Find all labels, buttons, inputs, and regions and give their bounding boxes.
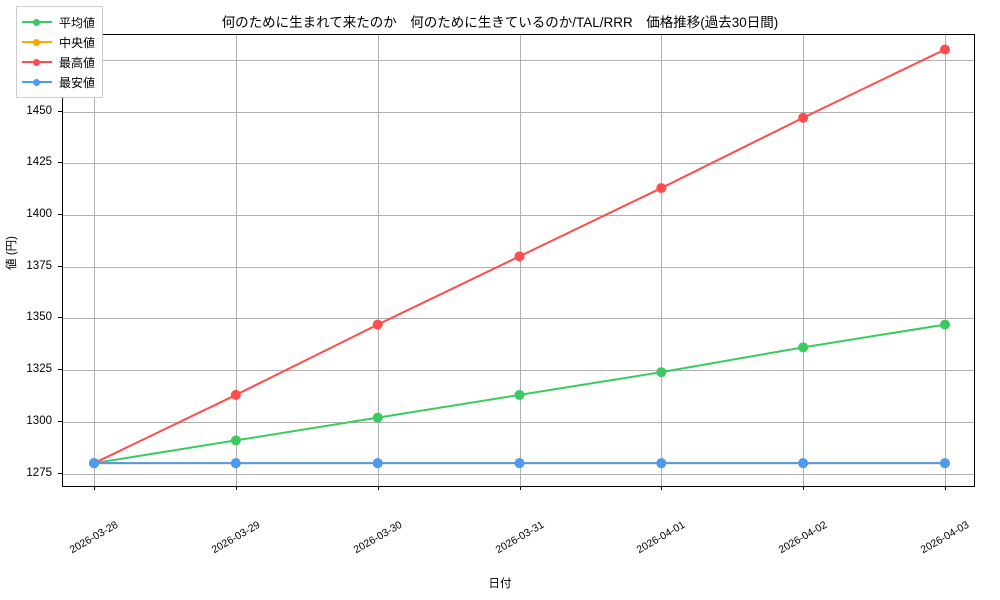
gridline-y-1300 bbox=[63, 421, 974, 423]
y-tick-mark bbox=[58, 162, 62, 164]
y-tick-label: 1275 bbox=[26, 466, 52, 479]
y-tick-label: 1375 bbox=[26, 259, 52, 272]
data-point bbox=[372, 412, 383, 423]
x-axis-label: 日付 bbox=[488, 578, 512, 590]
x-tick-label: 2026-03-31 bbox=[493, 518, 546, 557]
gridline-x-2026-04-01 bbox=[661, 35, 663, 486]
chart-title: 何のために生まれて来たのか 何のために生きているのか/TAL/RRR 価格推移(… bbox=[221, 15, 779, 30]
y-axis-label: 値 (円) bbox=[5, 236, 18, 270]
y-tick-mark bbox=[58, 317, 62, 319]
data-point bbox=[656, 458, 667, 469]
gridline-y-1450 bbox=[63, 111, 974, 113]
y-tick-label: 1350 bbox=[26, 311, 52, 324]
y-tick-mark bbox=[58, 213, 62, 215]
legend-dot-icon bbox=[33, 38, 40, 46]
legend-swatch-icon bbox=[22, 16, 52, 28]
data-point bbox=[230, 435, 241, 446]
data-point bbox=[939, 319, 950, 330]
legend-label: 最安値 bbox=[59, 75, 96, 90]
y-tick-mark bbox=[58, 110, 62, 112]
legend-item-平均値[interactable]: 平均値 bbox=[22, 12, 95, 32]
series-平均値 bbox=[89, 319, 950, 469]
series-最安値 bbox=[89, 458, 950, 469]
plot-area bbox=[62, 34, 975, 490]
x-tick-mark bbox=[94, 486, 96, 490]
gridline-x-2026-03-30 bbox=[377, 35, 379, 486]
x-tick-label: 2026-03-30 bbox=[351, 518, 404, 557]
gridline-y-1475 bbox=[63, 59, 974, 61]
x-tick-mark bbox=[519, 486, 521, 490]
y-tick-label: 1300 bbox=[26, 414, 52, 427]
legend-label: 中央値 bbox=[59, 35, 96, 50]
data-point bbox=[798, 458, 809, 469]
data-point bbox=[514, 389, 525, 400]
data-point bbox=[656, 183, 667, 194]
y-tick-mark bbox=[58, 265, 62, 267]
data-point bbox=[372, 458, 383, 469]
chart-legend: 平均値中央値最高値最安値 bbox=[16, 6, 104, 98]
x-tick-label: 2026-03-29 bbox=[209, 518, 263, 557]
gridline-x-2026-03-28 bbox=[94, 35, 96, 486]
series-最高値 bbox=[89, 44, 950, 469]
data-point bbox=[514, 458, 525, 469]
x-tick-mark bbox=[235, 486, 237, 490]
y-tick-mark bbox=[58, 369, 62, 371]
legend-swatch-icon bbox=[22, 76, 52, 88]
y-tick-label: 1325 bbox=[26, 363, 52, 376]
legend-item-最安値[interactable]: 最安値 bbox=[22, 72, 95, 92]
data-point bbox=[939, 458, 950, 469]
legend-swatch-icon bbox=[22, 56, 52, 68]
legend-item-最高値[interactable]: 最高値 bbox=[22, 52, 95, 72]
data-point bbox=[230, 458, 241, 469]
legend-swatch-icon bbox=[22, 36, 52, 48]
data-point bbox=[939, 44, 950, 55]
series-lines bbox=[89, 44, 950, 469]
data-point bbox=[514, 251, 525, 262]
y-tick-label: 1400 bbox=[26, 207, 52, 220]
legend-label: 最高値 bbox=[59, 55, 96, 70]
legend-label: 平均値 bbox=[59, 15, 96, 30]
x-tick-mark bbox=[377, 486, 379, 490]
gridline-y-1275 bbox=[63, 473, 974, 475]
legend-dot-icon bbox=[33, 18, 40, 26]
gridline-y-1350 bbox=[63, 318, 974, 320]
gridline-y-1325 bbox=[63, 370, 974, 372]
gridline-y-1375 bbox=[63, 266, 974, 268]
data-point bbox=[798, 342, 809, 353]
x-tick-mark bbox=[661, 486, 663, 490]
gridline-x-2026-04-03 bbox=[944, 35, 946, 486]
gridline-x-2026-03-29 bbox=[235, 35, 237, 486]
x-tick-label: 2026-04-01 bbox=[634, 518, 688, 557]
gridline-x-2026-04-02 bbox=[803, 35, 805, 486]
gridline-y-1425 bbox=[63, 163, 974, 165]
x-tick-label: 2026-04-02 bbox=[776, 518, 830, 557]
data-point bbox=[372, 319, 383, 330]
data-point bbox=[89, 458, 100, 469]
legend-dot-icon bbox=[33, 78, 40, 86]
y-tick-mark bbox=[58, 420, 62, 422]
gridline-y-1400 bbox=[63, 214, 974, 216]
x-tick-label: 2026-04-03 bbox=[918, 518, 972, 557]
y-tick-label: 1450 bbox=[26, 104, 52, 117]
y-tick-mark bbox=[58, 472, 62, 474]
data-point bbox=[230, 389, 241, 400]
x-tick-mark bbox=[803, 486, 805, 490]
y-tick-label: 1425 bbox=[26, 156, 52, 169]
x-tick-label: 2026-03-28 bbox=[67, 518, 121, 557]
data-point bbox=[798, 112, 809, 123]
legend-dot-icon bbox=[33, 58, 40, 66]
data-point bbox=[656, 367, 667, 378]
legend-item-中央値[interactable]: 中央値 bbox=[22, 32, 95, 52]
x-tick-mark bbox=[944, 486, 946, 490]
